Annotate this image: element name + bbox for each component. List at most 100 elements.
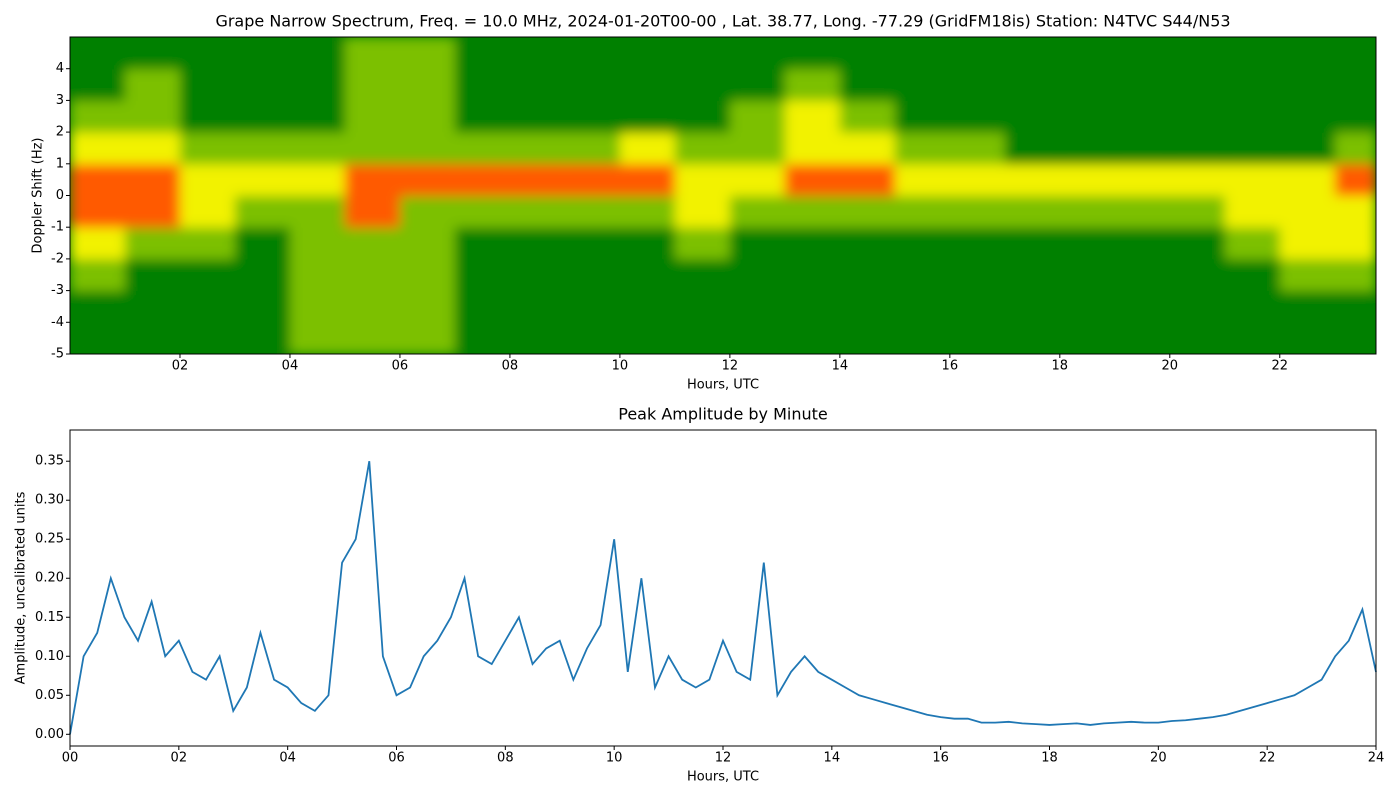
heatmap-cell	[1169, 227, 1226, 260]
x-tick-label: 02	[172, 359, 189, 374]
y-tick-label: 0.00	[35, 727, 64, 742]
heatmap-cell	[179, 227, 236, 260]
heatmap-cell	[1334, 322, 1376, 354]
heatmap-cell	[1059, 227, 1116, 260]
heatmap-cell	[674, 227, 731, 260]
x-tick-label: 06	[388, 751, 405, 766]
y-tick-label: 0.15	[35, 610, 64, 625]
heatmap-cell	[70, 227, 126, 260]
x-tick-label: 24	[1368, 751, 1385, 766]
heatmap-cell	[344, 195, 401, 228]
heatmap-cell	[619, 258, 676, 292]
heatmap-cell	[234, 258, 291, 292]
heatmap-cell	[124, 195, 181, 228]
heatmap-cell	[894, 37, 951, 70]
x-tick-label: 06	[392, 359, 409, 374]
heatmap-cell	[1004, 322, 1061, 354]
heatmap-cell	[619, 227, 676, 260]
heatmap-cell	[70, 322, 126, 354]
heatmap-cell	[1169, 322, 1226, 354]
heatmap-cell	[839, 290, 896, 323]
heatmap-cell	[1059, 195, 1116, 228]
heatmap-cell	[839, 132, 896, 165]
x-tick-label: 18	[1041, 751, 1058, 766]
heatmap-cell	[1169, 290, 1226, 323]
heatmap-cell	[674, 68, 731, 101]
heatmap-cell	[234, 132, 291, 165]
heatmap-cell	[1224, 100, 1281, 133]
heatmap-cell	[894, 100, 951, 133]
heatmap-cell	[70, 195, 126, 228]
heatmap-cell	[1169, 37, 1226, 70]
y-tick-label: -3	[51, 283, 64, 298]
heatmap-cell	[1169, 132, 1226, 165]
heatmap-cell	[1224, 227, 1281, 260]
heatmap-cell	[399, 322, 456, 354]
heatmap-cell	[399, 195, 456, 228]
y-tick-label: 3	[56, 93, 64, 108]
heatmap-cell	[234, 227, 291, 260]
heatmap-cell	[289, 68, 346, 101]
heatmap-cell	[1279, 163, 1336, 196]
x-tick-label: 16	[932, 751, 949, 766]
heatmap-cell	[894, 290, 951, 323]
heatmap-cell	[729, 100, 786, 133]
heatmap-cell	[674, 100, 731, 133]
heatmap-cell	[1279, 258, 1336, 292]
heatmap-cell	[124, 290, 181, 323]
heatmap-cell	[509, 227, 566, 260]
heatmap-cell	[454, 322, 511, 354]
heatmap-cell	[564, 290, 621, 323]
x-tick-label: 08	[497, 751, 514, 766]
heatmap-cell	[1114, 37, 1171, 70]
heatmap-cell	[729, 227, 786, 260]
heatmap-cell	[70, 163, 126, 196]
heatmap-cell	[729, 290, 786, 323]
heatmap-cell	[619, 290, 676, 323]
heatmap-cell	[1334, 227, 1376, 260]
heatmap-cell	[454, 132, 511, 165]
heatmap-cell	[179, 322, 236, 354]
heatmap-cell	[894, 227, 951, 260]
heatmap-cell	[784, 290, 841, 323]
heatmap-cell	[454, 195, 511, 228]
heatmap-cell	[344, 322, 401, 354]
heatmap-cell	[179, 290, 236, 323]
heatmap-cell	[1334, 163, 1376, 196]
heatmap-cell	[1114, 195, 1171, 228]
heatmap-cell	[234, 37, 291, 70]
x-tick-label: 02	[171, 751, 188, 766]
heatmap-cell	[619, 195, 676, 228]
heatmap-cell	[1224, 290, 1281, 323]
x-tick-label: 22	[1259, 751, 1276, 766]
heatmap-cell	[839, 100, 896, 133]
heatmap-cell	[839, 68, 896, 101]
heatmap-cell	[784, 258, 841, 292]
heatmap-cell	[289, 227, 346, 260]
heatmap-cell	[70, 132, 126, 165]
y-tick-label: 0.20	[35, 571, 64, 586]
heatmap-cell	[70, 100, 126, 133]
heatmap-cell	[399, 68, 456, 101]
heatmap-cell	[1224, 322, 1281, 354]
heatmap-cell	[509, 322, 566, 354]
heatmap-cell	[1059, 68, 1116, 101]
heatmap-cell	[674, 195, 731, 228]
heatmap-cell	[289, 290, 346, 323]
heatmap-cell	[344, 258, 401, 292]
heatmap-cell	[1004, 258, 1061, 292]
heatmap-cell	[839, 37, 896, 70]
heatmap-cell	[234, 195, 291, 228]
heatmap-cell	[179, 68, 236, 101]
heatmap-cell	[1114, 163, 1171, 196]
y-tick-label: -5	[51, 347, 64, 362]
heatmap-cell	[949, 100, 1006, 133]
heatmap-cell	[564, 322, 621, 354]
x-axis-label: Hours, UTC	[687, 378, 759, 393]
heatmap-cell	[674, 132, 731, 165]
heatmap-cell	[1059, 100, 1116, 133]
heatmap-cell	[619, 132, 676, 165]
heatmap-cell	[619, 322, 676, 354]
heatmap-cell	[289, 195, 346, 228]
heatmap-cell	[1004, 68, 1061, 101]
